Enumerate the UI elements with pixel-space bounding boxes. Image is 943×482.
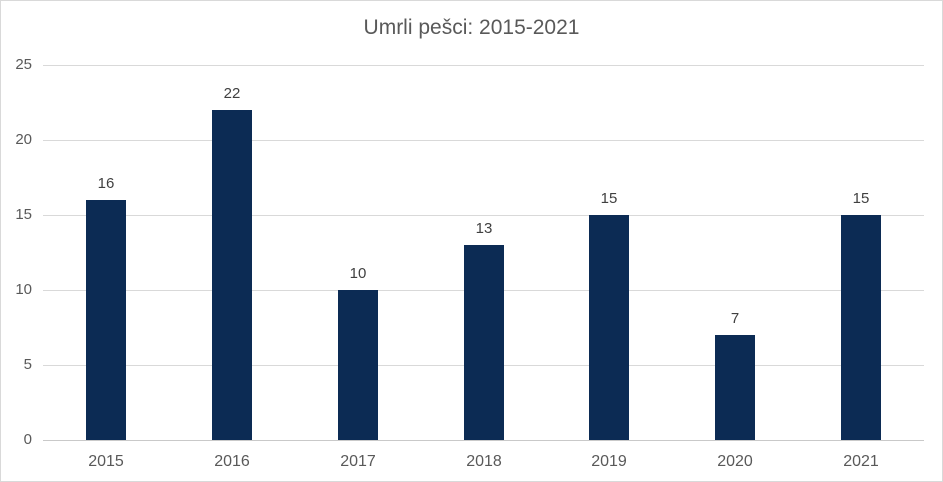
chart-title: Umrli pešci: 2015-2021 bbox=[363, 16, 580, 39]
bar bbox=[589, 215, 629, 440]
y-axis-tick-label: 20 bbox=[15, 131, 32, 148]
x-axis-tick-label: 2016 bbox=[214, 453, 250, 470]
bar bbox=[338, 290, 378, 440]
x-axis-tick-label: 2021 bbox=[843, 453, 879, 470]
x-axis-tick-label: 2019 bbox=[591, 453, 627, 470]
y-axis-tick-label: 25 bbox=[15, 56, 32, 73]
bar bbox=[715, 335, 755, 440]
bar-value-label: 15 bbox=[852, 190, 870, 207]
y-axis-tick-label: 0 bbox=[23, 431, 32, 448]
bar-value-label: 16 bbox=[97, 175, 115, 192]
gridline bbox=[43, 65, 924, 66]
gridline bbox=[43, 140, 924, 141]
y-axis-tick-label: 5 bbox=[23, 356, 32, 373]
x-axis-line bbox=[43, 440, 924, 441]
bar-value-label: 7 bbox=[730, 310, 740, 327]
x-axis-tick-label: 2020 bbox=[717, 453, 753, 470]
y-axis-tick-label: 15 bbox=[15, 206, 32, 223]
x-axis-tick-label: 2018 bbox=[466, 453, 502, 470]
gridline bbox=[43, 215, 924, 216]
bar bbox=[464, 245, 504, 440]
bar-value-label: 13 bbox=[475, 220, 493, 237]
x-axis-tick-label: 2017 bbox=[340, 453, 376, 470]
bar-value-label: 10 bbox=[349, 265, 367, 282]
y-axis-tick-label: 10 bbox=[15, 281, 32, 298]
bar-value-label: 15 bbox=[600, 190, 618, 207]
bar bbox=[841, 215, 881, 440]
x-axis-tick-label: 2015 bbox=[88, 453, 124, 470]
bar-value-label: 22 bbox=[223, 85, 241, 102]
bar bbox=[86, 200, 126, 440]
bar bbox=[212, 110, 252, 440]
